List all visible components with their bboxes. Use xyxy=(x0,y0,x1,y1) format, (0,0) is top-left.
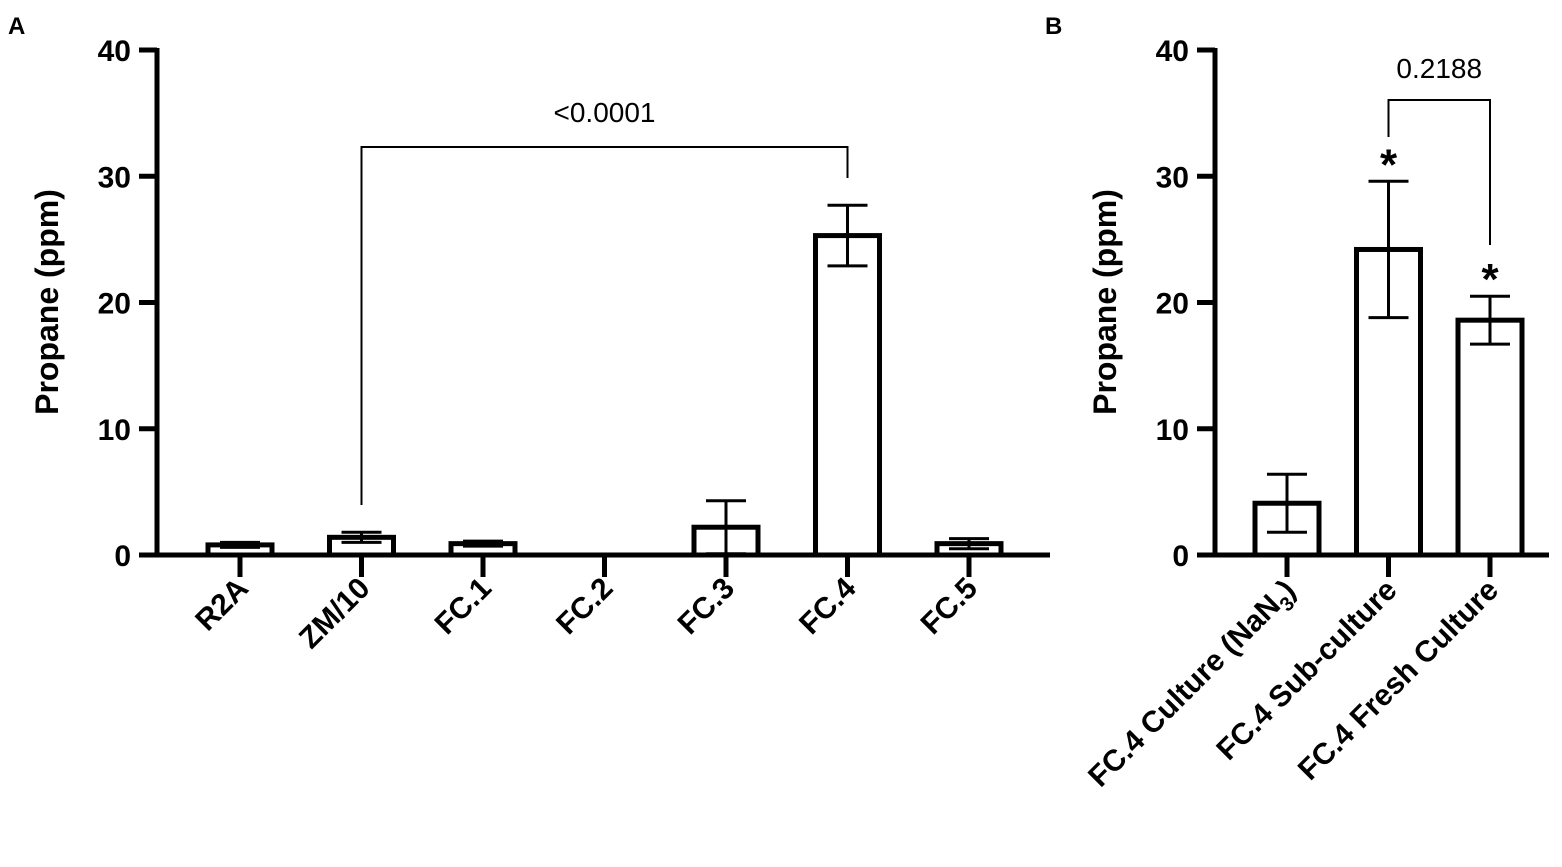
y-tick-label: 30 xyxy=(1156,161,1189,194)
x-tick-label-text: FC.4 Fresh Culture xyxy=(1292,574,1505,787)
x-tick-label: FC.4 Sub-culture xyxy=(1210,574,1403,767)
y-tick-label: 20 xyxy=(98,288,131,321)
x-tick-label: FC.5 xyxy=(915,572,984,641)
bar xyxy=(813,233,882,558)
comparison-bracket xyxy=(360,146,849,505)
x-tick-label: R2A xyxy=(189,572,255,638)
panel-letter: B xyxy=(1045,13,1062,40)
p-value-label: 0.2188 xyxy=(1396,53,1482,84)
x-tick-label: ZM/10 xyxy=(293,572,376,655)
y-tick-label: 40 xyxy=(98,35,131,68)
x-tick-label: FC.1 xyxy=(429,572,498,641)
bar xyxy=(1455,317,1525,558)
y-tick-label: 10 xyxy=(1156,414,1189,447)
panel-letter: A xyxy=(8,13,25,40)
y-tick-label: 10 xyxy=(98,414,131,447)
y-axis-label: Propane (ppm) xyxy=(29,189,65,415)
x-tick-label: FC.4 xyxy=(793,571,863,641)
y-tick-label: 40 xyxy=(1156,35,1189,68)
y-axis-label: Propane (ppm) xyxy=(1087,189,1123,415)
x-tick-label-text: FC.4 Culture (NaN xyxy=(1082,589,1287,794)
y-tick-label: 0 xyxy=(114,540,131,573)
y-tick-label: 30 xyxy=(98,161,131,194)
y-tick-label: 0 xyxy=(1172,540,1189,573)
y-tick-label: 20 xyxy=(1156,288,1189,321)
x-tick-label: FC.3 xyxy=(672,572,741,641)
x-tick-label: FC.4 Fresh Culture xyxy=(1292,574,1505,787)
panel-a: A 0 10 20 30 40 Propane (ppm) R2A ZM/10 FC.1 FC.2 F… xyxy=(8,13,1050,655)
x-tick-label: FC.2 xyxy=(550,572,619,641)
x-tick-label-text: FC.4 Sub-culture xyxy=(1210,574,1403,767)
significance-star: * xyxy=(1380,140,1398,189)
p-value-label: <0.0001 xyxy=(554,97,656,128)
significance-star: * xyxy=(1481,255,1499,304)
panel-b: B 0 10 20 30 40 Propane (ppm) FC.4 Culture (NaN… xyxy=(1045,13,1549,794)
comparison-bracket xyxy=(1387,99,1491,245)
